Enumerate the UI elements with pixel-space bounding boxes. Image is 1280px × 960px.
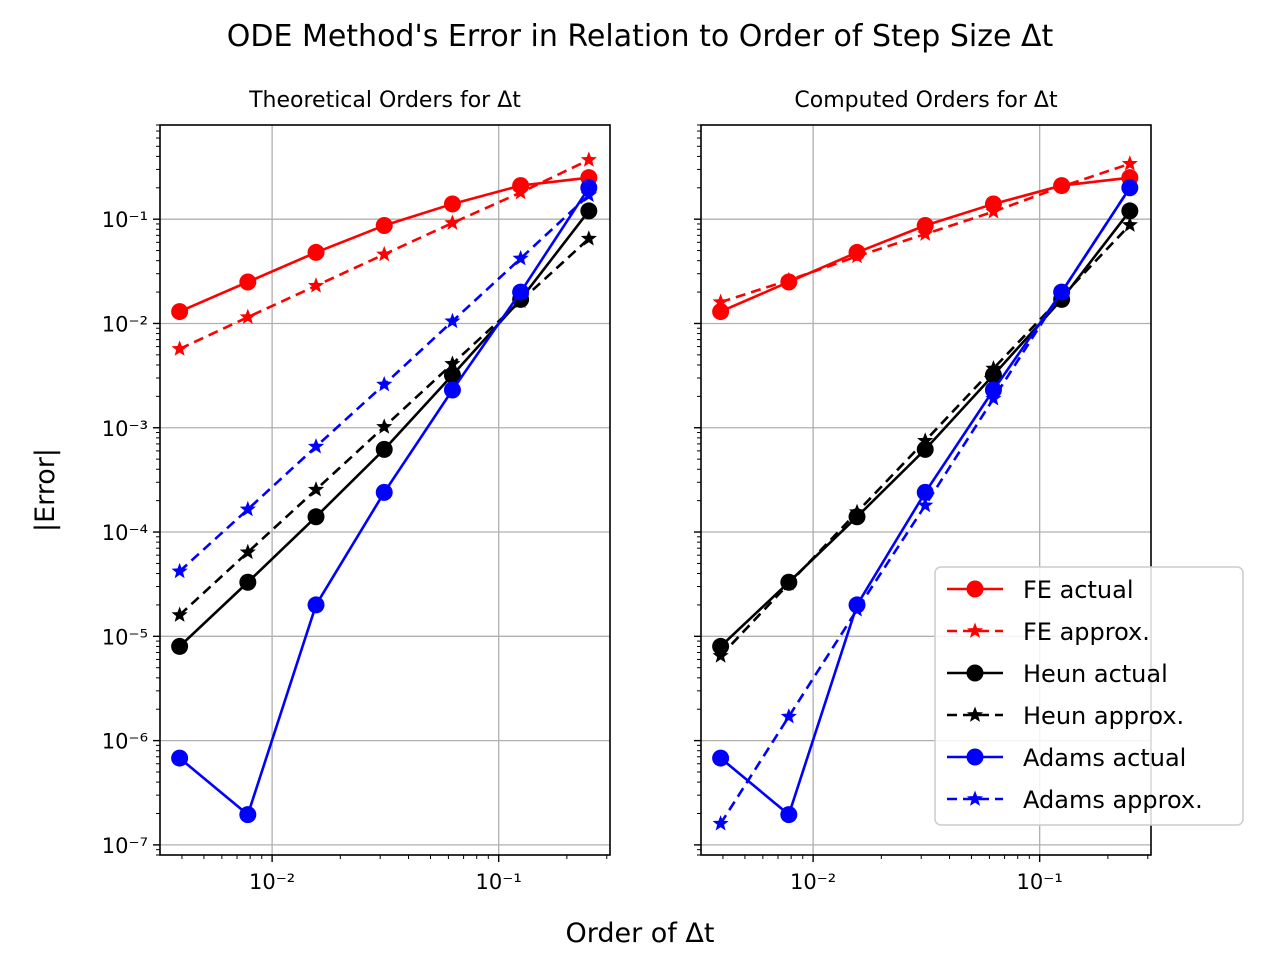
data-point — [984, 381, 1002, 399]
legend-marker — [966, 664, 984, 682]
y-tick-label: 10⁻⁶ — [102, 730, 148, 754]
y-tick-label: 10⁻⁴ — [102, 521, 148, 545]
data-point — [307, 243, 325, 261]
legend-marker — [966, 580, 984, 598]
figure-ylabel: |Error| — [30, 448, 61, 532]
x-tick-label: 10⁻² — [249, 870, 295, 894]
data-point — [375, 440, 393, 458]
legend-marker — [966, 706, 984, 722]
data-point — [712, 749, 730, 767]
data-point — [307, 596, 325, 614]
data-point — [376, 418, 393, 434]
panel-title: Theoretical Orders for Δt — [248, 88, 521, 113]
data-point — [1053, 283, 1070, 299]
legend-label: FE actual — [1023, 576, 1134, 604]
data-point — [239, 273, 257, 291]
data-point — [848, 247, 866, 264]
data-point — [984, 366, 1002, 384]
data-point — [376, 245, 393, 262]
data-point — [985, 360, 1002, 376]
data-point — [712, 815, 729, 831]
x-tick-label: 10⁻¹ — [476, 870, 522, 894]
data-point — [239, 543, 256, 560]
data-point — [917, 225, 934, 241]
data-point — [916, 216, 934, 234]
data-point — [171, 562, 188, 579]
data-point — [444, 214, 461, 230]
data-point — [780, 806, 798, 824]
x-tick-label: 10⁻² — [790, 870, 836, 894]
data-point — [444, 312, 461, 329]
data-point — [712, 293, 729, 310]
legend-marker — [966, 622, 984, 638]
data-point — [848, 601, 866, 617]
data-point — [780, 271, 797, 288]
data-point — [239, 308, 256, 325]
data-point — [712, 647, 729, 663]
data-point — [375, 216, 393, 234]
figure-title: ODE Method's Error in Relation to Order … — [227, 19, 1054, 54]
data-point — [580, 230, 597, 246]
y-tick-label: 10⁻¹ — [102, 208, 148, 232]
data-point — [512, 184, 529, 200]
data-point — [171, 749, 189, 767]
legend-frame — [934, 566, 1244, 826]
data-point — [307, 277, 325, 293]
y-tick-label: 10⁻⁷ — [102, 834, 148, 858]
legend-label: Adams actual — [1023, 744, 1186, 772]
data-point — [239, 806, 257, 824]
data-point — [917, 432, 934, 448]
data-point — [307, 481, 325, 497]
panel-theoretical: Theoretical Orders for Δt 10⁻² 10⁻¹ 10⁻⁷ 10… — [102, 88, 611, 894]
legend-label: FE approx. — [1023, 618, 1150, 646]
data-point — [512, 283, 530, 301]
data-point — [1121, 202, 1139, 220]
data-point — [375, 483, 393, 501]
data-point — [443, 195, 461, 213]
x-tick-label: 10⁻¹ — [1017, 870, 1063, 894]
axes-frame — [159, 124, 611, 856]
legend: FE actual FE approx. Heun actual Heun appro… — [934, 566, 1244, 826]
data-point — [1121, 155, 1138, 171]
data-point — [580, 202, 598, 220]
y-tick-label: 10⁻² — [102, 312, 148, 336]
axes-frame — [700, 124, 1152, 856]
data-point — [780, 708, 797, 724]
data-point — [239, 500, 256, 517]
data-point — [985, 390, 1002, 406]
legend-label: Heun approx. — [1023, 702, 1184, 730]
data-point — [171, 303, 189, 321]
data-point — [985, 203, 1002, 219]
data-point — [848, 503, 866, 520]
data-point — [171, 606, 188, 622]
data-point — [1121, 216, 1138, 232]
data-point — [780, 575, 797, 591]
y-tick-label: 10⁻³ — [102, 417, 148, 441]
data-point — [171, 637, 189, 655]
data-point — [307, 508, 325, 526]
legend-label: Heun actual — [1023, 660, 1168, 688]
y-tick-label: 10⁻⁵ — [102, 625, 148, 649]
data-point — [512, 249, 529, 266]
figure-xlabel: Order of Δt — [566, 918, 715, 949]
legend-label: Adams approx. — [1023, 786, 1203, 814]
data-point — [444, 355, 461, 371]
data-point — [1053, 178, 1070, 194]
data-point — [1121, 179, 1138, 195]
data-point — [580, 151, 597, 167]
data-point — [376, 375, 393, 392]
data-point — [580, 186, 597, 203]
panel-computed: Computed Orders for Δt 10⁻² 10⁻¹ — [694, 88, 1152, 894]
panel-title: Computed Orders for Δt — [794, 88, 1058, 113]
data-point — [239, 573, 257, 591]
legend-marker — [966, 748, 984, 766]
data-point — [171, 340, 188, 356]
data-point — [917, 496, 934, 513]
data-point — [443, 366, 461, 384]
data-point — [443, 381, 461, 399]
data-point — [307, 438, 325, 454]
legend-marker — [966, 790, 984, 806]
